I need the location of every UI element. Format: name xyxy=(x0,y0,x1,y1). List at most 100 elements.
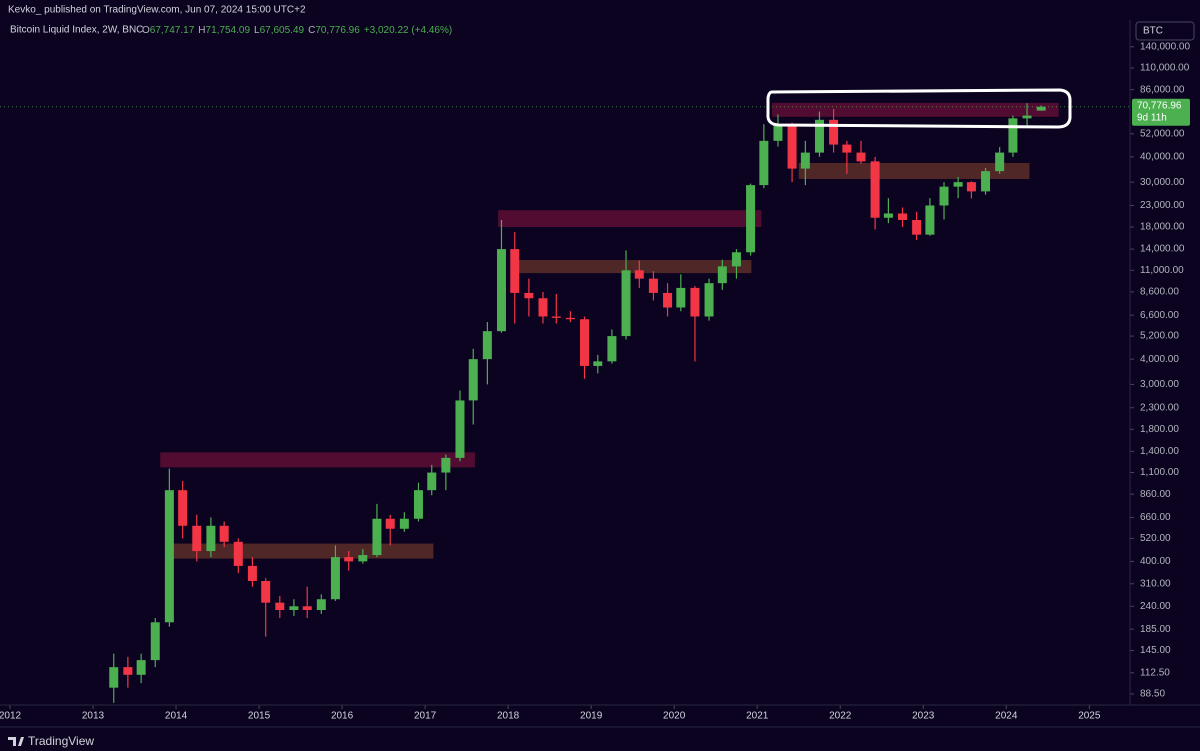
y-tick-label: 1,400.00 xyxy=(1140,446,1179,457)
candle-body xyxy=(482,331,492,360)
ohlc-value: 71,754.09 xyxy=(206,25,251,36)
candle-body xyxy=(136,660,146,675)
symbol[interactable]: BTC xyxy=(1143,26,1163,37)
price-label-box xyxy=(1132,98,1190,126)
y-tick-label: 310.00 xyxy=(1140,578,1171,589)
candle-body xyxy=(717,266,727,284)
y-tick-label: 240.00 xyxy=(1140,601,1171,612)
candle-body xyxy=(829,119,839,145)
header: Kevko_ published on TradingView.com, Jun… xyxy=(8,5,306,16)
price-countdown: 9d 11h xyxy=(1137,112,1167,123)
candle-body xyxy=(261,581,271,603)
candle-body xyxy=(883,213,893,218)
legend-name: Bitcoin Liquid Index, 2W, BNC xyxy=(10,25,143,36)
candle-body xyxy=(510,249,520,293)
ohlc-key: L xyxy=(254,25,260,36)
candle-body xyxy=(109,667,119,688)
candle-body xyxy=(663,292,673,308)
candle-body xyxy=(164,490,174,623)
candle-body xyxy=(939,186,949,206)
zone xyxy=(498,210,762,228)
candle-body xyxy=(1022,115,1032,119)
y-tick-label: 660.00 xyxy=(1140,512,1171,523)
candle-body xyxy=(842,144,852,153)
candle-body xyxy=(1036,106,1046,111)
candle-body xyxy=(634,270,644,279)
y-tick-label: 145.00 xyxy=(1140,645,1171,656)
y-tick-label: 2,300.00 xyxy=(1140,402,1179,413)
candle-body xyxy=(607,336,617,362)
candle-body xyxy=(247,565,257,582)
candle-body xyxy=(870,161,880,218)
candle-body xyxy=(316,599,326,611)
candle-body xyxy=(219,525,229,542)
x-tick-label: 2014 xyxy=(165,711,188,722)
candle-body xyxy=(966,182,976,192)
ohlc-key: C xyxy=(308,25,315,36)
y-tick-label: 400.00 xyxy=(1140,556,1171,567)
y-tick-label: 86,000.00 xyxy=(1140,84,1185,95)
candle-body xyxy=(953,182,963,187)
candle-body xyxy=(524,292,534,299)
candle-body xyxy=(759,140,769,186)
ohlc-value: 67,605.49 xyxy=(260,25,305,36)
candle-body xyxy=(995,152,1005,172)
candle-body xyxy=(814,119,824,153)
footer-logo: TradingView xyxy=(8,734,94,748)
candle-body xyxy=(275,602,285,611)
candle-body xyxy=(648,278,658,293)
candle-body xyxy=(731,252,741,267)
candle-body xyxy=(344,557,354,562)
legend-ohlc: O67,747.17 H71,754.09 L67,605.49 C70,776.96… xyxy=(142,25,452,36)
x-tick-label: 2015 xyxy=(248,711,271,722)
zone xyxy=(798,163,1030,179)
candle-body xyxy=(981,171,991,192)
candle-body xyxy=(192,525,202,552)
y-tick-label: 14,000.00 xyxy=(1140,244,1185,255)
candle-body xyxy=(704,283,714,317)
candle-body xyxy=(1008,118,1018,153)
candle-body xyxy=(856,152,866,162)
candle-body xyxy=(385,518,395,529)
y-tick-label: 112.50 xyxy=(1140,667,1170,678)
x-tick-label: 2019 xyxy=(580,711,603,722)
ohlc-key: O xyxy=(142,25,150,36)
legend-change: +3,020.22 (+4.46%) xyxy=(364,25,452,36)
x-tick-label: 2025 xyxy=(1078,711,1101,722)
x-tick-label: 2020 xyxy=(663,711,686,722)
candle-body xyxy=(399,518,409,529)
x-tick-label: 2013 xyxy=(82,711,105,722)
y-tick-label: 5,200.00 xyxy=(1140,331,1179,342)
candle-body xyxy=(289,606,299,611)
y-tick-label: 3,000.00 xyxy=(1140,379,1179,390)
zone xyxy=(772,102,1059,117)
y-tick-label: 52,000.00 xyxy=(1140,128,1185,139)
candle-body xyxy=(690,287,700,317)
y-tick-label: 110,000.00 xyxy=(1140,63,1190,74)
axes: 140,000.00 110,000.00 86,000.00 52,000.00 40… xyxy=(0,41,1190,721)
candle-body xyxy=(150,622,160,661)
candle-body xyxy=(372,518,382,556)
hand-drawn-highlight xyxy=(766,88,1072,129)
candle-body xyxy=(787,124,797,169)
x-tick-label: 2021 xyxy=(746,711,769,722)
zone xyxy=(512,260,752,274)
candle-body xyxy=(496,249,506,332)
y-tick-label: 4,000.00 xyxy=(1140,354,1179,365)
x-tick-label: 2017 xyxy=(414,711,437,722)
y-tick-label: 1,800.00 xyxy=(1140,424,1179,435)
ohlc-value: 70,776.96 xyxy=(315,25,360,36)
candle-body xyxy=(123,667,133,675)
legend-values[interactable]: O67,747.17 H71,754.09 L67,605.49 C70,776.96… xyxy=(142,25,452,36)
ohlc-value: 67,747.17 xyxy=(150,25,195,36)
candle-body xyxy=(358,555,368,562)
candle-body xyxy=(413,490,423,519)
logo-icon xyxy=(8,737,24,746)
candle-body xyxy=(593,361,603,366)
x-tick-label: 2018 xyxy=(497,711,520,722)
candle-body xyxy=(441,457,451,473)
candle-body xyxy=(898,213,908,220)
y-tick-label: 140,000.00 xyxy=(1140,41,1190,52)
symbol-box[interactable] xyxy=(1135,21,1195,41)
x-tick-label: 2012 xyxy=(0,711,22,722)
